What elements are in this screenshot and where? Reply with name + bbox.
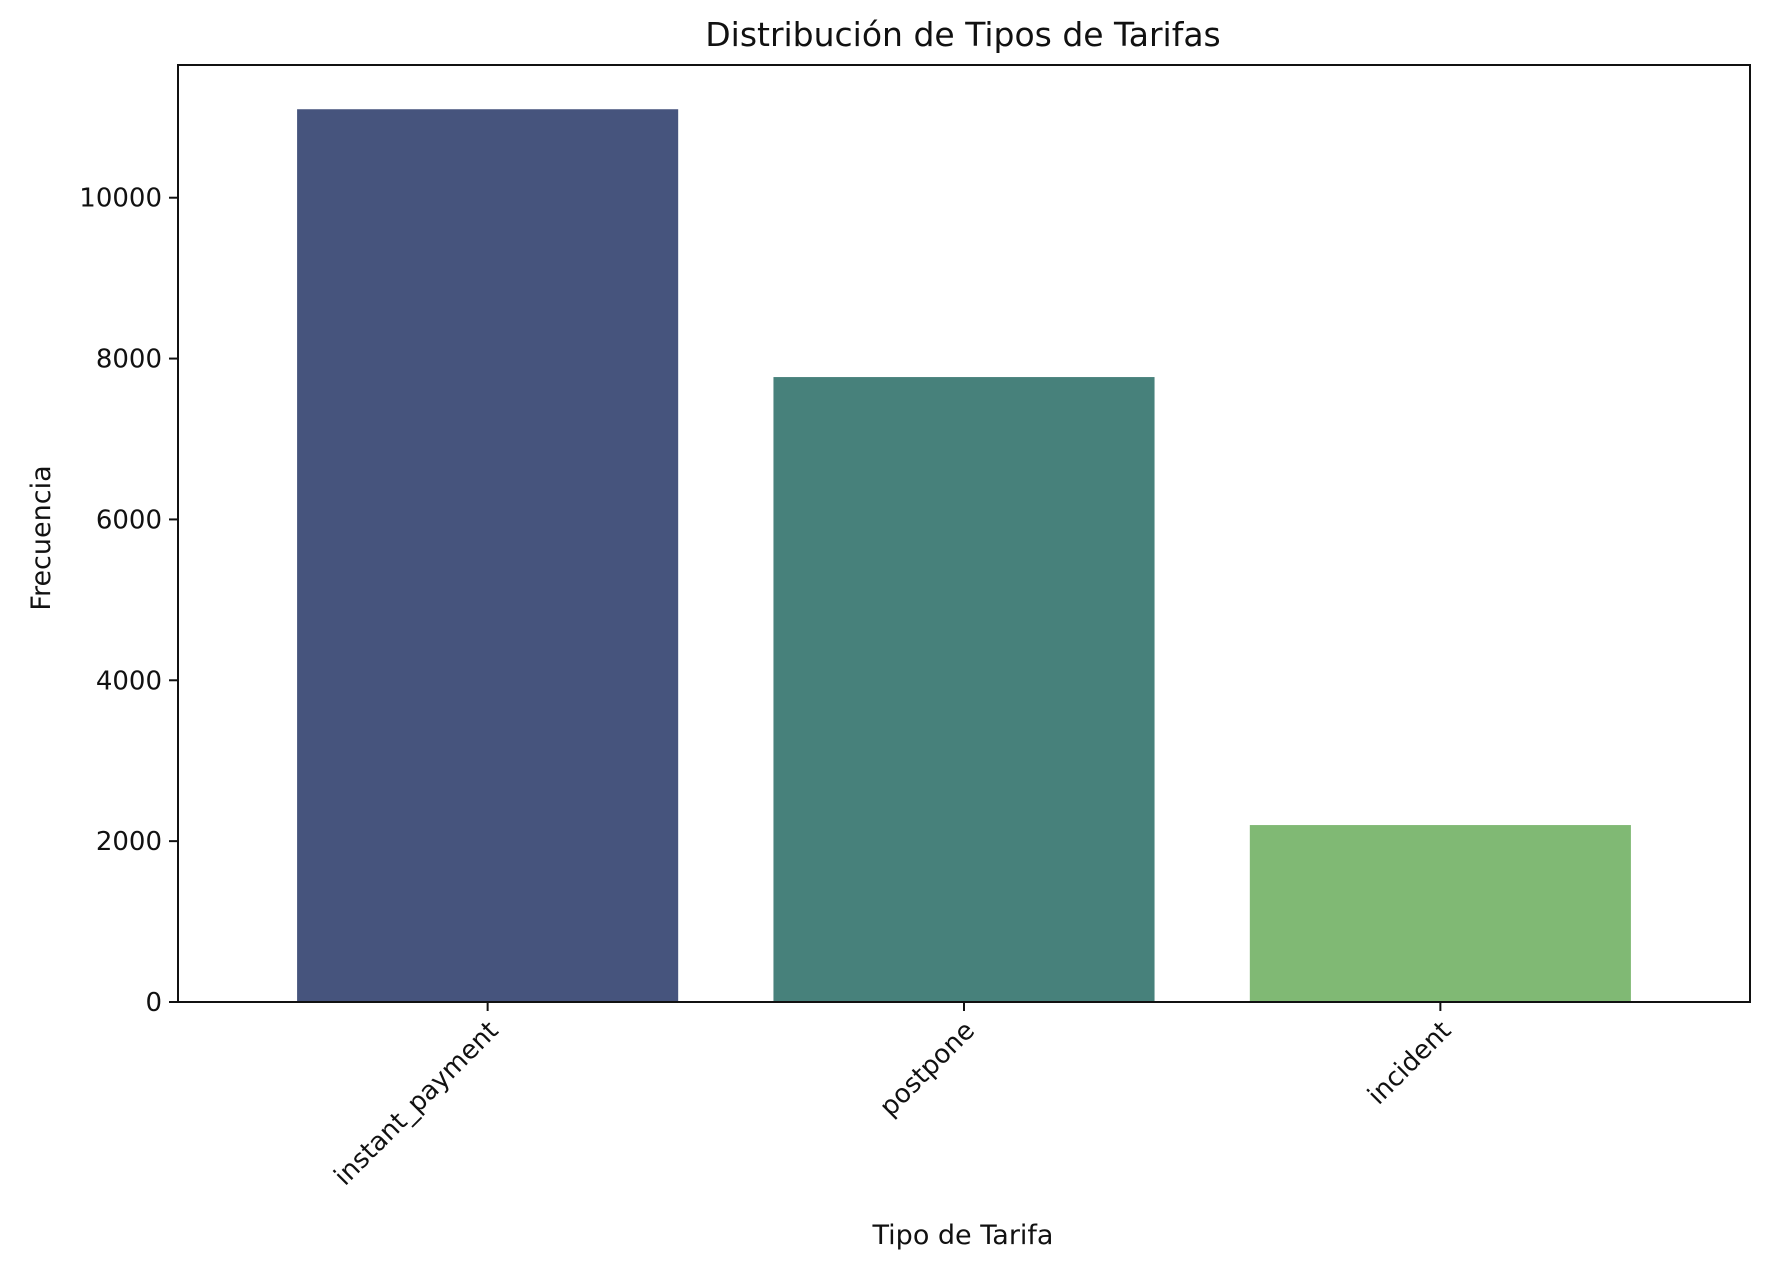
bar-incident	[1249, 825, 1631, 1002]
y-axis-label: Frecuencia	[26, 465, 57, 610]
y-tick-label: 8000	[96, 345, 162, 375]
x-tick-label: postpone	[874, 1016, 981, 1123]
bars-layer	[297, 109, 1631, 1002]
x-tick-label: incident	[1362, 1016, 1457, 1111]
y-axis: 0 2000 4000 6000 8000 10000	[79, 184, 178, 1018]
bar-instant-payment	[297, 109, 679, 1002]
y-tick-label: 6000	[96, 505, 162, 535]
chart-title: Distribución de Tipos de Tarifas	[705, 15, 1221, 54]
y-tick-label: 0	[145, 988, 162, 1018]
x-axis: instant_payment postpone incident	[329, 1002, 1457, 1192]
y-tick-label: 10000	[79, 184, 162, 214]
x-tick-label: instant_payment	[329, 1016, 505, 1192]
y-tick-label: 4000	[96, 666, 162, 696]
bar-postpone	[773, 377, 1155, 1002]
y-tick-label: 2000	[96, 827, 162, 857]
x-axis-label: Tipo de Tarifa	[872, 1220, 1054, 1251]
